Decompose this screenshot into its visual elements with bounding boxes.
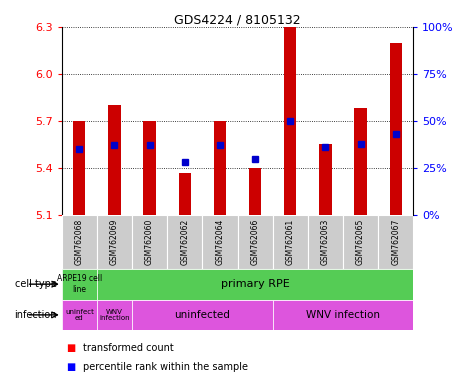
Title: GDS4224 / 8105132: GDS4224 / 8105132 [174, 14, 301, 27]
Text: GSM762066: GSM762066 [251, 219, 259, 265]
Text: GSM762063: GSM762063 [321, 219, 330, 265]
Bar [62, 269, 97, 300]
Text: percentile rank within the sample: percentile rank within the sample [83, 362, 248, 372]
Bar [390, 43, 402, 215]
Text: ARPE19 cell
line: ARPE19 cell line [57, 275, 102, 294]
Bar [238, 215, 273, 269]
Text: GSM762067: GSM762067 [391, 219, 400, 265]
Bar [97, 215, 132, 269]
Bar [284, 27, 296, 215]
Bar [308, 215, 343, 269]
Bar [62, 215, 97, 269]
Bar [62, 300, 97, 330]
Bar [202, 215, 238, 269]
Bar [273, 215, 308, 269]
Bar [108, 105, 121, 215]
Bar [354, 108, 367, 215]
Text: infection: infection [15, 310, 57, 320]
Bar [73, 121, 86, 215]
Bar [143, 121, 156, 215]
Text: uninfected: uninfected [174, 310, 230, 320]
Bar [273, 300, 413, 330]
Bar [319, 144, 332, 215]
Bar [214, 121, 226, 215]
Text: ■: ■ [66, 343, 76, 353]
Text: transformed count: transformed count [83, 343, 174, 353]
Bar [132, 300, 273, 330]
Text: WNV
infection: WNV infection [99, 309, 130, 321]
Bar [132, 215, 167, 269]
Text: GSM762065: GSM762065 [356, 219, 365, 265]
Bar [167, 215, 202, 269]
Text: GSM762061: GSM762061 [286, 219, 294, 265]
Bar [97, 300, 132, 330]
Text: GSM762064: GSM762064 [216, 219, 224, 265]
Text: primary RPE: primary RPE [221, 279, 289, 289]
Text: cell type: cell type [15, 279, 57, 289]
Text: ■: ■ [66, 362, 76, 372]
Bar [378, 215, 413, 269]
Text: uninfect
ed: uninfect ed [65, 309, 94, 321]
Text: GSM762062: GSM762062 [180, 219, 189, 265]
Text: GSM762068: GSM762068 [75, 219, 84, 265]
Text: WNV infection: WNV infection [306, 310, 380, 320]
Text: GSM762069: GSM762069 [110, 219, 119, 265]
Bar [249, 168, 261, 215]
Text: GSM762060: GSM762060 [145, 219, 154, 265]
Bar [343, 215, 378, 269]
Bar [179, 173, 191, 215]
